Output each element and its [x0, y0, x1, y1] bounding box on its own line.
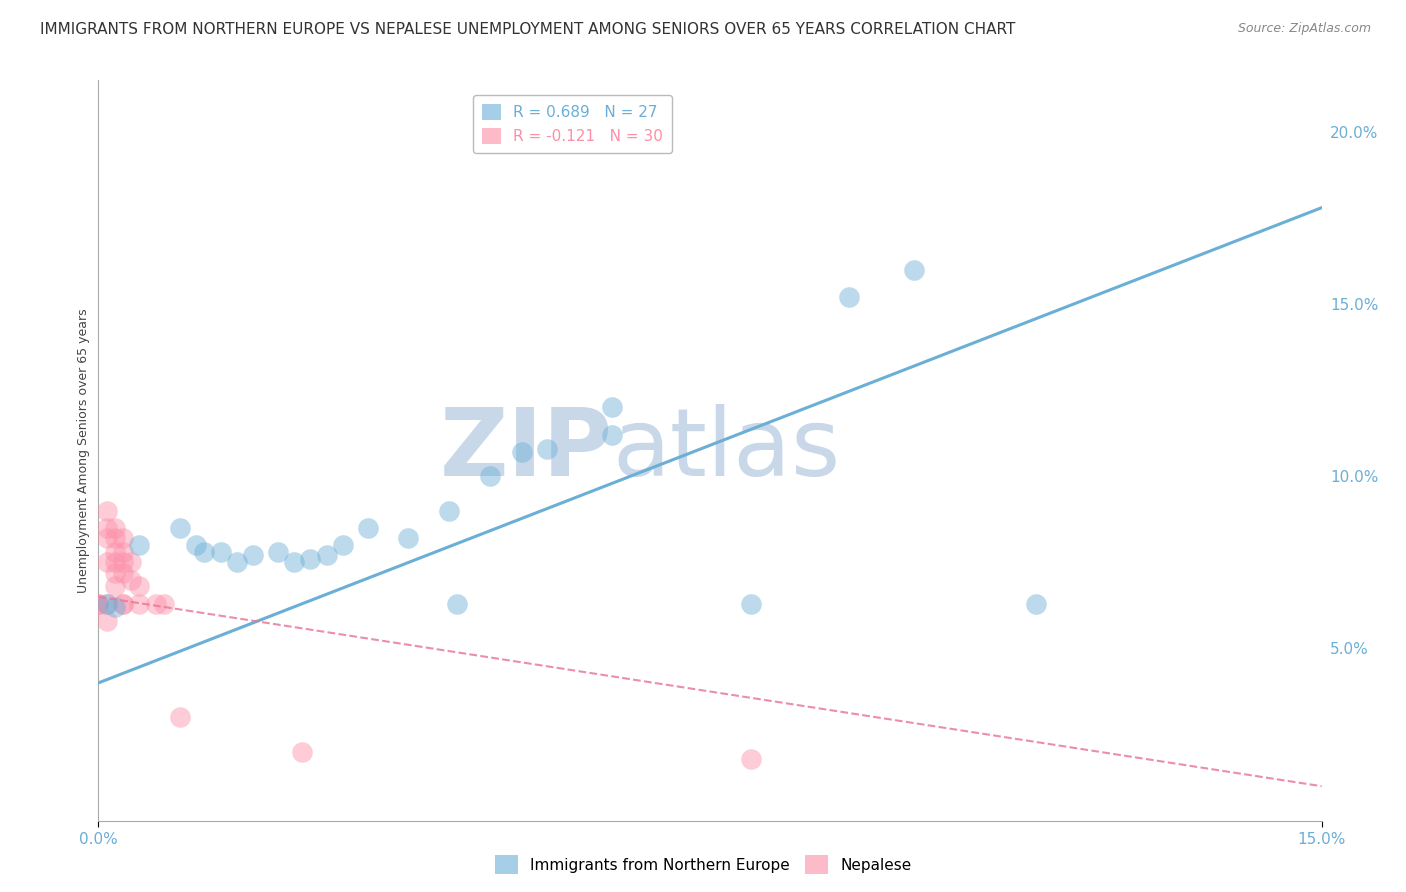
Legend: Immigrants from Northern Europe, Nepalese: Immigrants from Northern Europe, Nepales… — [489, 849, 917, 880]
Point — [111, 597, 134, 611]
Point — [120, 573, 142, 587]
Point — [128, 597, 150, 611]
Point — [169, 710, 191, 724]
Point — [120, 555, 142, 569]
Point — [111, 597, 134, 611]
Point — [96, 597, 118, 611]
Point — [600, 401, 623, 415]
Point — [193, 545, 215, 559]
Point — [96, 521, 118, 535]
Y-axis label: Unemployment Among Seniors over 65 years: Unemployment Among Seniors over 65 years — [77, 308, 90, 593]
Point — [104, 600, 127, 615]
Point — [87, 597, 110, 611]
Point — [111, 566, 134, 580]
Point — [186, 538, 208, 552]
Point — [111, 531, 134, 545]
Point — [396, 531, 419, 545]
Point — [446, 597, 468, 611]
Point — [104, 521, 127, 535]
Text: atlas: atlas — [612, 404, 841, 497]
Point — [111, 555, 134, 569]
Point — [104, 566, 127, 580]
Point — [128, 538, 150, 552]
Text: Source: ZipAtlas.com: Source: ZipAtlas.com — [1237, 22, 1371, 36]
Point — [356, 521, 378, 535]
Point — [283, 555, 305, 569]
Point — [111, 545, 134, 559]
Point — [96, 597, 118, 611]
Point — [299, 552, 322, 566]
Legend: R = 0.689   N = 27, R = -0.121   N = 30: R = 0.689 N = 27, R = -0.121 N = 30 — [472, 95, 672, 153]
Point — [512, 445, 534, 459]
Point — [169, 521, 191, 535]
Point — [903, 262, 925, 277]
Point — [104, 531, 127, 545]
Point — [838, 290, 860, 304]
Point — [740, 597, 762, 611]
Point — [1025, 597, 1047, 611]
Point — [740, 752, 762, 766]
Point — [104, 545, 127, 559]
Point — [600, 428, 623, 442]
Point — [332, 538, 354, 552]
Text: ZIP: ZIP — [439, 404, 612, 497]
Point — [242, 549, 264, 563]
Point — [104, 579, 127, 593]
Point — [437, 504, 460, 518]
Point — [87, 597, 110, 611]
Point — [152, 597, 174, 611]
Point — [226, 555, 249, 569]
Point — [291, 745, 314, 759]
Point — [96, 504, 118, 518]
Point — [96, 555, 118, 569]
Point — [209, 545, 232, 559]
Point — [128, 579, 150, 593]
Point — [536, 442, 558, 456]
Point — [145, 597, 167, 611]
Point — [315, 549, 337, 563]
Point — [478, 469, 501, 483]
Point — [104, 555, 127, 569]
Text: IMMIGRANTS FROM NORTHERN EUROPE VS NEPALESE UNEMPLOYMENT AMONG SENIORS OVER 65 Y: IMMIGRANTS FROM NORTHERN EUROPE VS NEPAL… — [39, 22, 1015, 37]
Point — [87, 597, 110, 611]
Point — [267, 545, 290, 559]
Point — [96, 531, 118, 545]
Point — [96, 614, 118, 628]
